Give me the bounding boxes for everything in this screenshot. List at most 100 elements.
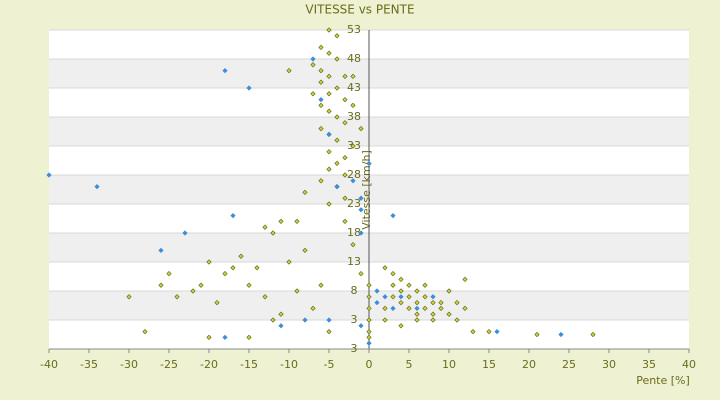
x-axis-title: Pente [%]	[636, 374, 690, 387]
data-point	[310, 62, 316, 68]
data-point	[158, 282, 164, 288]
x-tick-label: -40	[40, 358, 58, 371]
data-point	[350, 241, 356, 248]
y-tick-label: 48	[347, 52, 361, 65]
data-point	[414, 305, 420, 312]
data-point	[94, 183, 100, 190]
data-point	[414, 317, 420, 323]
x-tick-label: -35	[80, 358, 98, 371]
data-point	[366, 160, 372, 167]
data-point	[350, 143, 356, 149]
data-point	[326, 166, 332, 172]
data-point	[262, 224, 268, 230]
data-point	[422, 305, 428, 312]
data-point	[374, 299, 380, 306]
y-tick-label: 8	[351, 284, 358, 297]
x-tick-label: 25	[562, 358, 576, 371]
data-point	[318, 96, 324, 103]
data-point	[366, 317, 372, 323]
data-point	[430, 311, 436, 317]
data-point	[398, 288, 404, 294]
x-tick-label: 15	[482, 358, 496, 371]
y-tick-label: 3	[351, 342, 358, 355]
data-point	[534, 331, 540, 338]
data-point	[398, 299, 404, 306]
data-point	[174, 294, 180, 300]
data-point	[318, 178, 324, 184]
data-point	[366, 328, 372, 335]
data-point	[318, 67, 324, 74]
data-point	[334, 33, 340, 39]
data-point	[342, 195, 348, 201]
data-point	[278, 218, 284, 225]
data-point	[166, 270, 172, 277]
data-point	[286, 259, 292, 265]
data-point	[310, 305, 316, 312]
data-point	[438, 305, 444, 312]
data-point	[334, 114, 340, 120]
data-point	[390, 212, 396, 219]
data-point	[206, 259, 212, 265]
data-point	[238, 253, 244, 259]
data-point	[446, 288, 452, 294]
y-tick-label: 38	[347, 110, 361, 123]
data-point	[246, 85, 252, 91]
data-point	[190, 288, 196, 294]
data-point	[342, 73, 348, 80]
data-point	[286, 67, 292, 74]
data-point	[302, 317, 308, 323]
data-point	[326, 328, 332, 335]
data-point	[494, 328, 500, 335]
data-point	[246, 282, 252, 288]
x-tick-label: -5	[324, 358, 335, 371]
data-point	[454, 317, 460, 323]
data-point	[254, 265, 260, 271]
data-point	[366, 294, 372, 300]
data-point	[294, 288, 300, 294]
data-point	[430, 299, 436, 306]
data-point	[366, 334, 372, 341]
data-point	[222, 270, 228, 277]
data-point	[270, 317, 276, 323]
data-point	[302, 247, 308, 254]
data-point	[414, 311, 420, 317]
y-tick-label: 23	[347, 197, 361, 210]
x-tick-label: -20	[200, 358, 218, 371]
data-point	[374, 288, 380, 294]
data-point	[318, 125, 324, 132]
data-point	[326, 50, 332, 56]
data-point	[230, 265, 236, 271]
data-point	[350, 102, 356, 109]
data-point	[398, 323, 404, 329]
data-point	[326, 73, 332, 80]
data-point	[358, 195, 364, 201]
data-point	[310, 56, 316, 62]
data-point	[350, 73, 356, 80]
data-point	[342, 120, 348, 126]
y-tick-label: 13	[347, 255, 361, 268]
data-point	[382, 305, 388, 312]
y-tick-label: 28	[347, 168, 361, 181]
y-tick-label: 3	[351, 313, 358, 326]
data-point	[310, 91, 316, 97]
y-axis-title: Vitesse [km/h]	[360, 150, 373, 230]
data-point	[318, 44, 324, 51]
data-point	[390, 282, 396, 288]
data-point	[222, 67, 228, 74]
data-point	[214, 299, 220, 306]
data-point	[230, 212, 236, 219]
data-point	[438, 299, 444, 306]
data-point	[318, 102, 324, 109]
data-point	[158, 247, 164, 254]
data-point	[222, 334, 228, 341]
data-point	[350, 178, 356, 184]
data-point	[454, 299, 460, 306]
data-point	[590, 331, 596, 338]
data-point	[398, 276, 404, 283]
data-point	[246, 334, 252, 341]
data-point	[390, 270, 396, 277]
data-point	[414, 299, 420, 306]
data-point	[422, 294, 428, 300]
data-point	[406, 305, 412, 312]
